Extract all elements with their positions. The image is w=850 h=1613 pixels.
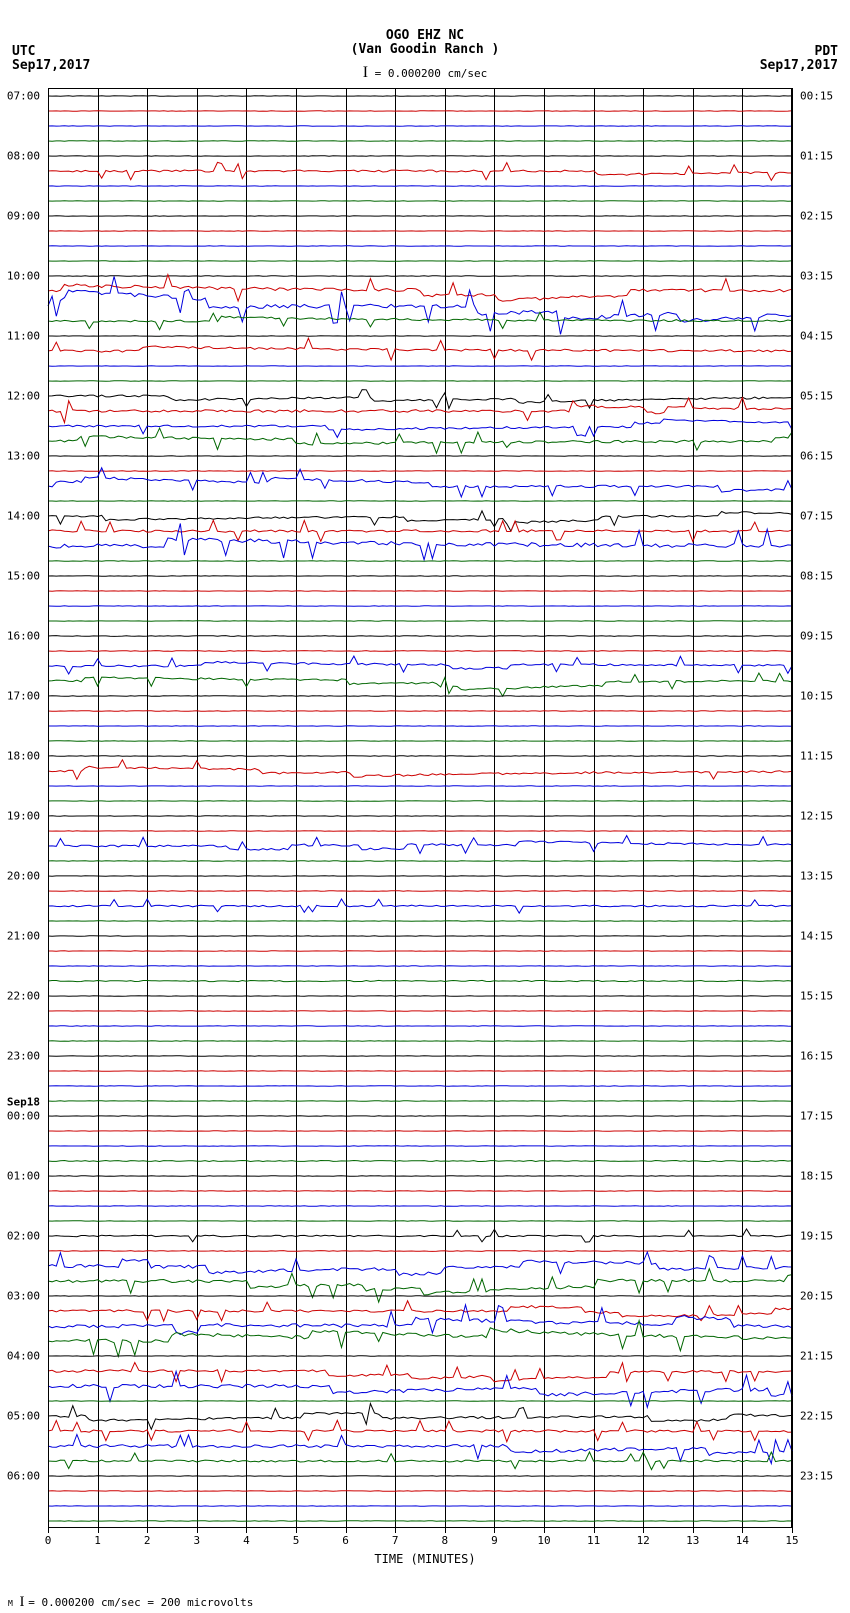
pdt-time-label: 13:15 xyxy=(800,869,833,882)
pdt-time-label: 23:15 xyxy=(800,1469,833,1482)
date-right: Sep17,2017 xyxy=(760,58,838,73)
utc-time-label: 06:00 xyxy=(7,1469,40,1482)
pdt-time-label: 07:15 xyxy=(800,509,833,522)
x-tick-label: 11 xyxy=(587,1534,600,1547)
x-tick-label: 10 xyxy=(537,1534,550,1547)
utc-time-label: 18:00 xyxy=(7,749,40,762)
date-mid-label: Sep18 xyxy=(7,1096,40,1109)
x-tick xyxy=(48,1528,49,1533)
pdt-time-label: 09:15 xyxy=(800,629,833,642)
x-tick-label: 14 xyxy=(736,1534,749,1547)
x-tick xyxy=(346,1528,347,1533)
tz-left-label: UTC xyxy=(12,44,35,59)
pdt-time-label: 16:15 xyxy=(800,1049,833,1062)
pdt-time-label: 02:15 xyxy=(800,209,833,222)
pdt-time-label: 08:15 xyxy=(800,569,833,582)
x-tick xyxy=(147,1528,148,1533)
x-tick-label: 9 xyxy=(491,1534,498,1547)
pdt-time-label: 15:15 xyxy=(800,989,833,1002)
x-tick xyxy=(494,1528,495,1533)
x-tick-label: 1 xyxy=(94,1534,101,1547)
x-tick xyxy=(296,1528,297,1533)
utc-time-label: 20:00 xyxy=(7,869,40,882)
x-tick-label: 8 xyxy=(441,1534,448,1547)
station-code: OGO EHZ NC xyxy=(0,28,850,43)
x-tick-label: 5 xyxy=(293,1534,300,1547)
x-tick-label: 7 xyxy=(392,1534,399,1547)
x-tick-label: 15 xyxy=(785,1534,798,1547)
utc-time-label: 14:00 xyxy=(7,509,40,522)
utc-time-label: 09:00 xyxy=(7,209,40,222)
x-tick xyxy=(544,1528,545,1533)
utc-time-label: 19:00 xyxy=(7,809,40,822)
pdt-time-label: 12:15 xyxy=(800,809,833,822)
x-tick-label: 12 xyxy=(637,1534,650,1547)
pdt-time-label: 00:15 xyxy=(800,89,833,102)
helicorder-plot: 07:0008:0009:0010:0011:0012:0013:0014:00… xyxy=(48,88,792,1528)
utc-time-label: 07:00 xyxy=(7,89,40,102)
utc-time-label: 11:00 xyxy=(7,329,40,342)
x-tick xyxy=(395,1528,396,1533)
utc-time-label: 10:00 xyxy=(7,269,40,282)
x-tick-label: 4 xyxy=(243,1534,250,1547)
grid-vertical xyxy=(792,88,793,1528)
x-tick-label: 0 xyxy=(45,1534,52,1547)
scale-bar: I = 0.000200 cm/sec xyxy=(0,64,850,82)
utc-time-label: 02:00 xyxy=(7,1229,40,1242)
pdt-time-label: 21:15 xyxy=(800,1349,833,1362)
x-tick xyxy=(445,1528,446,1533)
pdt-time-label: 06:15 xyxy=(800,449,833,462)
utc-time-label: 17:00 xyxy=(7,689,40,702)
x-tick-label: 2 xyxy=(144,1534,151,1547)
x-tick xyxy=(643,1528,644,1533)
x-tick xyxy=(246,1528,247,1533)
plot-border xyxy=(48,88,792,1528)
utc-time-label: 22:00 xyxy=(7,989,40,1002)
utc-time-label: 13:00 xyxy=(7,449,40,462)
pdt-time-label: 04:15 xyxy=(800,329,833,342)
pdt-time-label: 17:15 xyxy=(800,1109,833,1122)
x-tick xyxy=(98,1528,99,1533)
pdt-time-label: 22:15 xyxy=(800,1409,833,1422)
x-axis-label: TIME (MINUTES) xyxy=(0,1552,850,1566)
pdt-time-label: 14:15 xyxy=(800,929,833,942)
utc-time-label: 21:00 xyxy=(7,929,40,942)
station-location: (Van Goodin Ranch ) xyxy=(0,42,850,57)
utc-time-label: 03:00 xyxy=(7,1289,40,1302)
x-tick-label: 6 xyxy=(342,1534,349,1547)
x-tick xyxy=(594,1528,595,1533)
utc-time-label: 05:00 xyxy=(7,1409,40,1422)
utc-time-label: 01:00 xyxy=(7,1169,40,1182)
x-tick xyxy=(197,1528,198,1533)
pdt-time-label: 20:15 xyxy=(800,1289,833,1302)
seismogram-container: OGO EHZ NC (Van Goodin Ranch ) I = 0.000… xyxy=(0,0,850,1613)
utc-time-label: 15:00 xyxy=(7,569,40,582)
x-tick xyxy=(693,1528,694,1533)
x-tick xyxy=(742,1528,743,1533)
utc-time-label: 12:00 xyxy=(7,389,40,402)
pdt-time-label: 01:15 xyxy=(800,149,833,162)
x-tick xyxy=(792,1528,793,1533)
utc-time-label: 08:00 xyxy=(7,149,40,162)
pdt-time-label: 19:15 xyxy=(800,1229,833,1242)
pdt-time-label: 03:15 xyxy=(800,269,833,282)
footer-scale: M I = 0.000200 cm/sec = 200 microvolts xyxy=(8,1594,253,1611)
x-tick-label: 3 xyxy=(193,1534,200,1547)
pdt-time-label: 05:15 xyxy=(800,389,833,402)
pdt-time-label: 11:15 xyxy=(800,749,833,762)
x-tick-label: 13 xyxy=(686,1534,699,1547)
utc-time-label: 00:00 xyxy=(7,1109,40,1122)
utc-time-label: 16:00 xyxy=(7,629,40,642)
tz-right-label: PDT xyxy=(815,44,838,59)
utc-time-label: 04:00 xyxy=(7,1349,40,1362)
date-left: Sep17,2017 xyxy=(12,58,90,73)
utc-time-label: 23:00 xyxy=(7,1049,40,1062)
pdt-time-label: 10:15 xyxy=(800,689,833,702)
pdt-time-label: 18:15 xyxy=(800,1169,833,1182)
